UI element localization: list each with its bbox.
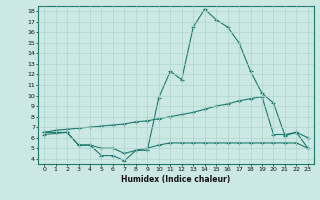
X-axis label: Humidex (Indice chaleur): Humidex (Indice chaleur)	[121, 175, 231, 184]
